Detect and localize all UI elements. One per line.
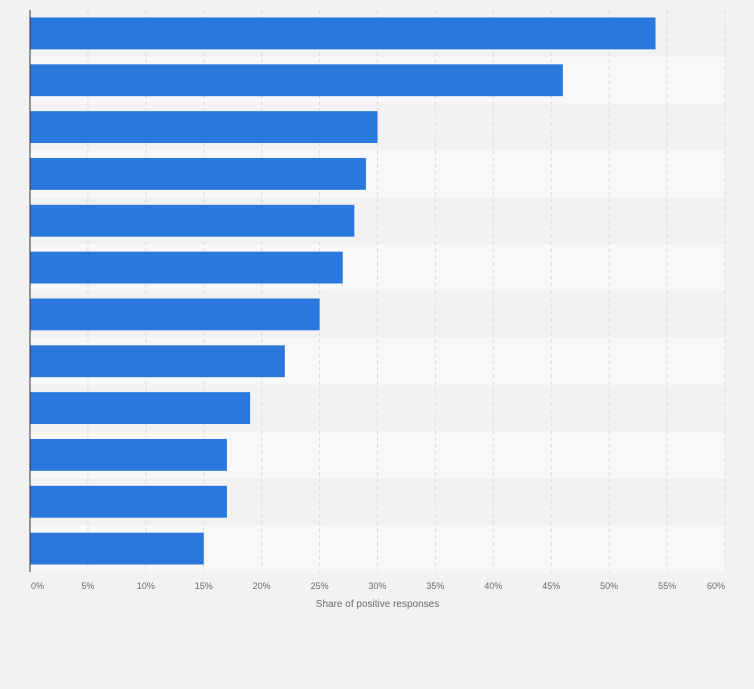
x-tick-label: 60%: [707, 581, 725, 591]
bar[interactable]: [30, 485, 227, 518]
x-tick-label: 0%: [31, 581, 44, 591]
bar[interactable]: [30, 392, 251, 425]
bar[interactable]: [30, 64, 563, 97]
bar[interactable]: [30, 298, 320, 331]
x-tick-label: 55%: [658, 581, 676, 591]
x-tick-label: 15%: [195, 581, 213, 591]
x-tick-label: 10%: [137, 581, 155, 591]
bar[interactable]: [30, 204, 355, 237]
bar[interactable]: [30, 111, 378, 144]
x-tick-label: 35%: [426, 581, 444, 591]
bar[interactable]: [30, 345, 285, 378]
x-tick-label: 45%: [542, 581, 560, 591]
x-tick-label: 25%: [311, 581, 329, 591]
bar[interactable]: [30, 157, 366, 190]
x-axis-title: Share of positive responses: [316, 599, 439, 610]
gridlines: [87, 10, 726, 572]
bar[interactable]: [30, 251, 343, 284]
x-tick-label: 5%: [81, 581, 94, 591]
x-tick-label: 20%: [253, 581, 271, 591]
bars: [30, 17, 656, 565]
x-tick-label: 40%: [484, 581, 502, 591]
x-axis-ticks: 0% 5% 10% 15% 20% 25% 30% 35% 40% 45% 50% 55% 60%: [31, 581, 725, 591]
bar[interactable]: [30, 438, 227, 471]
bar[interactable]: [30, 532, 204, 565]
x-tick-label: 30%: [368, 581, 386, 591]
x-tick-label: 50%: [600, 581, 618, 591]
bar[interactable]: [30, 17, 656, 50]
